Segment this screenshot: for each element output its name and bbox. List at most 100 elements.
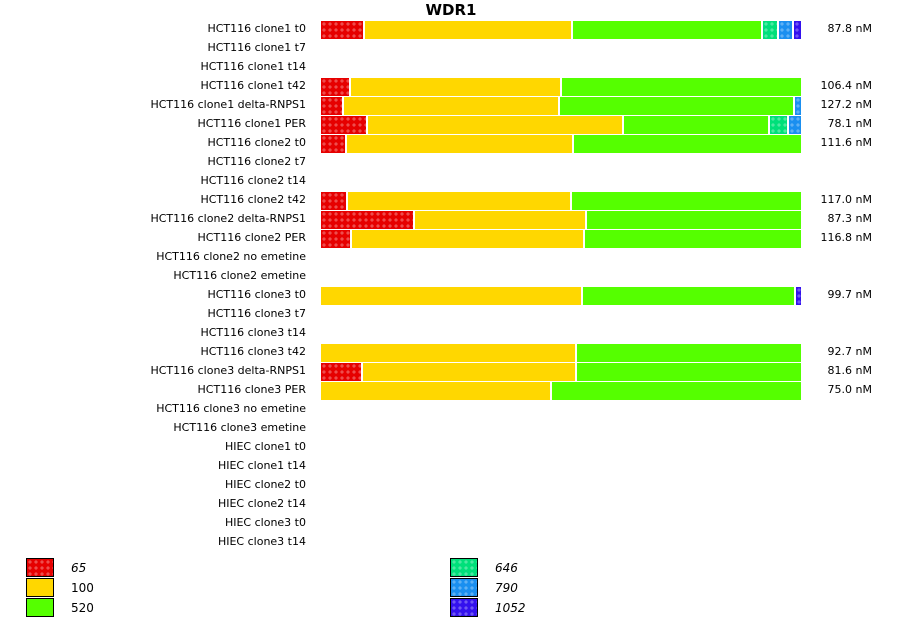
bar-row: HCT116 clone1 PER 78.1 nM <box>0 115 900 134</box>
bar-row: HIEC clone2 t0 <box>0 476 900 495</box>
row-label: HCT116 clone3 t0 <box>207 288 306 301</box>
bar-segment-646 <box>770 116 787 134</box>
row-label: HCT116 clone3 delta-RNPS1 <box>150 364 306 377</box>
stacked-bar <box>321 78 803 96</box>
bar-row: HCT116 clone2 PER 116.8 nM <box>0 229 900 248</box>
bar-segment-520 <box>560 97 793 115</box>
bar-segment-65 <box>321 97 342 115</box>
stacked-bar <box>321 173 803 191</box>
row-label: HCT116 clone2 t0 <box>207 136 306 149</box>
stacked-bar <box>321 496 803 514</box>
bar-segment-100 <box>415 211 585 229</box>
bar-row: HCT116 clone1 delta-RNPS1 127.2 nM <box>0 96 900 115</box>
row-value-label: 127.2 nM <box>820 98 872 111</box>
bar-segment-65 <box>321 192 346 210</box>
stacked-bar <box>321 401 803 419</box>
bar-row: HCT116 clone2 no emetine <box>0 248 900 267</box>
bar-segment-65 <box>321 21 363 39</box>
legend-item-520: 520 <box>26 598 146 618</box>
stacked-bar <box>321 116 803 134</box>
legend-label: 100 <box>71 581 94 595</box>
legend-item-1052: 1052 <box>450 598 570 618</box>
row-value-label: 75.0 nM <box>827 383 872 396</box>
row-label: HCT116 clone2 PER <box>197 231 306 244</box>
row-value-label: 117.0 nM <box>820 193 872 206</box>
stacked-bar <box>321 135 803 153</box>
row-label: HIEC clone2 t14 <box>217 497 306 510</box>
stacked-bar <box>321 249 803 267</box>
row-label: HIEC clone3 t14 <box>217 535 306 548</box>
row-label: HCT116 clone2 t14 <box>200 174 306 187</box>
bar-row: HCT116 clone1 t7 <box>0 39 900 58</box>
legend: 65 100 520 646 790 1052 <box>0 558 900 622</box>
row-label: HCT116 clone3 t7 <box>207 307 306 320</box>
bar-segment-65 <box>321 135 345 153</box>
legend-swatch <box>450 598 478 617</box>
stacked-bar <box>321 268 803 286</box>
bar-segment-1052 <box>796 287 801 305</box>
bar-segment-520 <box>572 192 801 210</box>
bar-segment-100 <box>352 230 583 248</box>
bar-row: HCT116 clone3 PER 75.0 nM <box>0 381 900 400</box>
bar-segment-100 <box>321 287 581 305</box>
legend-item-65: 65 <box>26 558 146 578</box>
bar-segment-100 <box>347 135 572 153</box>
bar-segment-520 <box>562 78 801 96</box>
bar-row: HCT116 clone1 t42 106.4 nM <box>0 77 900 96</box>
bar-segment-100 <box>348 192 570 210</box>
stacked-bar <box>321 458 803 476</box>
bar-segment-65 <box>321 363 361 381</box>
row-label: HCT116 clone3 PER <box>197 383 306 396</box>
row-label: HCT116 clone1 t42 <box>200 79 306 92</box>
legend-swatch <box>26 578 54 597</box>
bar-segment-520 <box>624 116 768 134</box>
stacked-bar <box>321 306 803 324</box>
bar-segment-100 <box>344 97 558 115</box>
legend-item-100: 100 <box>26 578 146 598</box>
bar-segment-1052 <box>794 21 801 39</box>
row-value-label: 111.6 nM <box>820 136 872 149</box>
bar-segment-65 <box>321 116 366 134</box>
bar-segment-520 <box>573 21 761 39</box>
row-value-label: 99.7 nM <box>827 288 872 301</box>
bar-segment-520 <box>585 230 801 248</box>
bar-row: HCT116 clone3 t0 99.7 nM <box>0 286 900 305</box>
bar-row: HCT116 clone3 emetine <box>0 419 900 438</box>
stacked-bar <box>321 363 803 381</box>
bar-row: HCT116 clone2 t0 111.6 nM <box>0 134 900 153</box>
row-label: HCT116 clone1 t0 <box>207 22 306 35</box>
legend-swatch <box>26 558 54 577</box>
bar-row: HCT116 clone1 t0 87.8 nM <box>0 20 900 39</box>
stacked-bar <box>321 211 803 229</box>
row-label: HCT116 clone2 emetine <box>173 269 306 282</box>
bar-row: HCT116 clone2 t14 <box>0 172 900 191</box>
stacked-bar <box>321 230 803 248</box>
bar-segment-100 <box>351 78 560 96</box>
legend-swatch <box>450 578 478 597</box>
bar-segment-65 <box>321 78 349 96</box>
row-label: HCT116 clone2 delta-RNPS1 <box>150 212 306 225</box>
row-label: HCT116 clone1 delta-RNPS1 <box>150 98 306 111</box>
legend-label: 520 <box>71 601 94 615</box>
stacked-bar <box>321 192 803 210</box>
row-value-label: 78.1 nM <box>827 117 872 130</box>
stacked-bar <box>321 534 803 552</box>
row-label: HCT116 clone3 no emetine <box>156 402 306 415</box>
legend-item-790: 790 <box>450 578 570 598</box>
stacked-bar <box>321 477 803 495</box>
row-label: HCT116 clone3 t42 <box>200 345 306 358</box>
bar-row: HCT116 clone3 t42 92.7 nM <box>0 343 900 362</box>
bar-segment-790 <box>795 97 801 115</box>
bar-row: HCT116 clone2 emetine <box>0 267 900 286</box>
row-value-label: 106.4 nM <box>820 79 872 92</box>
row-value-label: 116.8 nM <box>820 231 872 244</box>
bar-segment-100 <box>365 21 571 39</box>
bar-row: HCT116 clone2 delta-RNPS1 87.3 nM <box>0 210 900 229</box>
stacked-bar <box>321 344 803 362</box>
bar-row: HCT116 clone3 t14 <box>0 324 900 343</box>
bar-row: HCT116 clone3 delta-RNPS1 81.6 nM <box>0 362 900 381</box>
row-value-label: 87.3 nM <box>827 212 872 225</box>
chart-title: WDR1 <box>425 1 477 19</box>
bar-row: HIEC clone1 t14 <box>0 457 900 476</box>
bar-segment-520 <box>574 135 801 153</box>
